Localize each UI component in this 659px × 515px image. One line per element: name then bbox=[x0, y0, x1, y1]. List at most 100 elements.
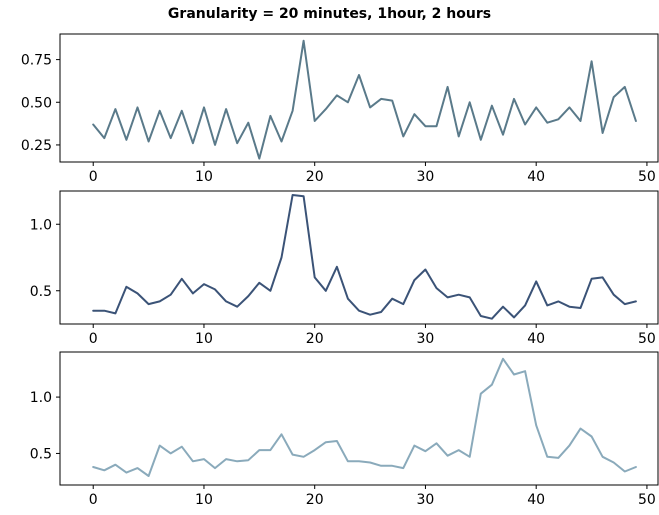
data-point bbox=[236, 306, 238, 308]
data-point bbox=[269, 449, 271, 451]
data-point bbox=[513, 316, 515, 318]
data-point bbox=[281, 433, 283, 435]
data-point bbox=[369, 314, 371, 316]
data-point bbox=[258, 158, 260, 160]
data-point bbox=[480, 393, 482, 395]
y-tick-label: 0.5 bbox=[30, 284, 52, 300]
data-point bbox=[524, 370, 526, 372]
x-tick-label: 20 bbox=[306, 169, 324, 185]
data-point bbox=[103, 310, 105, 312]
data-point bbox=[524, 304, 526, 306]
x-tick-label: 50 bbox=[638, 492, 656, 508]
data-point bbox=[580, 307, 582, 309]
series-line bbox=[92, 357, 637, 477]
data-point bbox=[148, 303, 150, 305]
data-point bbox=[159, 300, 161, 302]
data-point bbox=[458, 135, 460, 137]
data-point bbox=[103, 469, 105, 471]
data-point bbox=[635, 466, 637, 468]
data-point bbox=[469, 296, 471, 298]
x-tick-label: 0 bbox=[89, 169, 98, 185]
axes-frame bbox=[59, 33, 659, 163]
series-line bbox=[92, 39, 637, 160]
data-point bbox=[524, 124, 526, 126]
data-point bbox=[114, 312, 116, 314]
data-point bbox=[336, 266, 338, 268]
data-point bbox=[181, 446, 183, 448]
data-point bbox=[502, 358, 504, 360]
subplot-2: 0 10 20 30 40 50 0.5 1.0 bbox=[30, 190, 659, 347]
data-point bbox=[635, 300, 637, 302]
data-point bbox=[137, 467, 139, 469]
data-point bbox=[591, 60, 593, 62]
data-point bbox=[568, 306, 570, 308]
data-point bbox=[203, 458, 205, 460]
data-point bbox=[303, 456, 305, 458]
data-point bbox=[148, 475, 150, 477]
data-point bbox=[480, 315, 482, 317]
data-point bbox=[502, 306, 504, 308]
data-point bbox=[391, 465, 393, 467]
data-point bbox=[170, 294, 172, 296]
y-tick-label: 0.5 bbox=[30, 446, 52, 462]
data-point bbox=[469, 101, 471, 103]
data-point bbox=[358, 460, 360, 462]
data-point bbox=[292, 454, 294, 456]
data-point bbox=[303, 195, 305, 197]
data-point bbox=[314, 276, 316, 278]
data-point bbox=[391, 100, 393, 102]
data-point bbox=[513, 374, 515, 376]
data-point bbox=[258, 282, 260, 284]
data-point bbox=[269, 290, 271, 292]
data-point bbox=[568, 106, 570, 108]
data-point bbox=[580, 428, 582, 430]
data-point bbox=[557, 457, 559, 459]
y-tick-label: 1.0 bbox=[30, 390, 52, 406]
data-point bbox=[447, 86, 449, 88]
x-tick-label: 40 bbox=[527, 492, 545, 508]
data-point bbox=[303, 40, 305, 42]
data-point bbox=[447, 455, 449, 457]
x-tick-label: 50 bbox=[638, 169, 656, 185]
series-line bbox=[92, 194, 637, 320]
data-point bbox=[602, 456, 604, 458]
data-point bbox=[92, 124, 94, 126]
x-tick-label: 30 bbox=[417, 492, 435, 508]
x-tick-label: 30 bbox=[417, 331, 435, 347]
data-point bbox=[413, 445, 415, 447]
data-point bbox=[236, 460, 238, 462]
data-point bbox=[292, 194, 294, 196]
data-point bbox=[314, 449, 316, 451]
data-point bbox=[269, 115, 271, 117]
data-point bbox=[192, 142, 194, 144]
data-point bbox=[568, 445, 570, 447]
data-point bbox=[203, 283, 205, 285]
x-tick-label: 40 bbox=[527, 169, 545, 185]
data-point bbox=[535, 424, 537, 426]
data-point bbox=[247, 295, 249, 297]
y-tick-label: 1.0 bbox=[30, 217, 52, 233]
data-point bbox=[203, 106, 205, 108]
data-point bbox=[436, 287, 438, 289]
data-point bbox=[325, 290, 327, 292]
data-point bbox=[159, 110, 161, 112]
data-point bbox=[491, 105, 493, 107]
data-point bbox=[170, 137, 172, 139]
x-tick-label: 10 bbox=[195, 169, 213, 185]
data-point bbox=[436, 125, 438, 127]
data-point bbox=[358, 310, 360, 312]
x-tick-label: 40 bbox=[527, 331, 545, 347]
data-point bbox=[546, 456, 548, 458]
x-tick-label: 50 bbox=[638, 331, 656, 347]
data-point bbox=[225, 108, 227, 110]
data-point bbox=[92, 310, 94, 312]
data-point bbox=[447, 296, 449, 298]
data-point bbox=[424, 450, 426, 452]
data-point bbox=[125, 286, 127, 288]
data-point bbox=[413, 113, 415, 115]
x-tick-label: 20 bbox=[306, 331, 324, 347]
figure-title: Granularity = 20 minutes, 1hour, 2 hours bbox=[167, 6, 492, 22]
data-point bbox=[192, 292, 194, 294]
data-point bbox=[602, 132, 604, 134]
x-tick-label: 30 bbox=[417, 169, 435, 185]
